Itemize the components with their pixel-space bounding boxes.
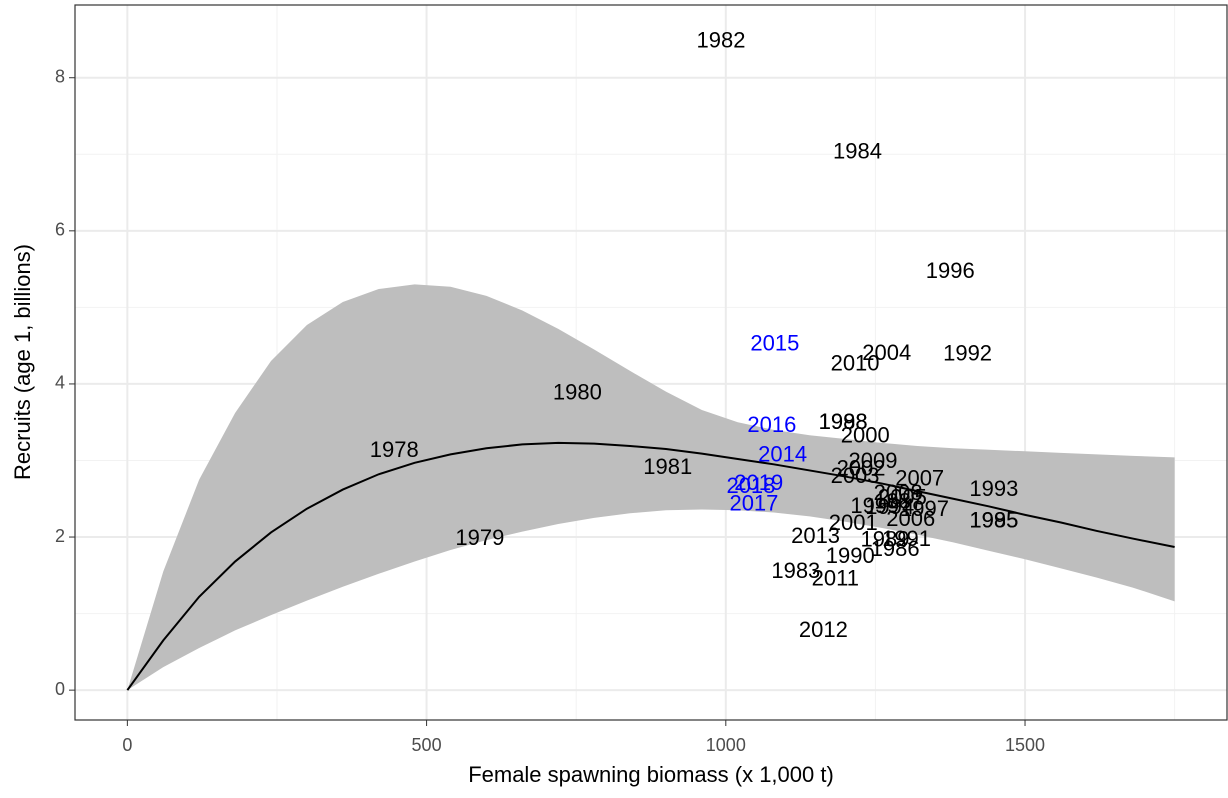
year-label: 1985 [969, 508, 1018, 533]
year-label: 2010 [831, 351, 880, 376]
year-label: 1997 [900, 496, 949, 521]
year-label: 2007 [895, 465, 944, 490]
year-label: 1993 [969, 476, 1018, 501]
confidence-band [127, 284, 1175, 691]
year-label: 2004 [862, 340, 911, 365]
x-tick-label: 0 [122, 735, 132, 755]
plot-border [74, 4, 1228, 721]
x-tick-label: 1500 [1005, 735, 1045, 755]
year-label: 1989 [861, 527, 910, 552]
year-label: 2014 [758, 442, 807, 467]
year-label: 2019 [734, 470, 783, 495]
year-label: 1991 [882, 526, 931, 551]
year-label: 1986 [871, 536, 920, 561]
x-tick-label: 500 [412, 735, 442, 755]
year-label: 1996 [926, 258, 975, 283]
y-tick-label: 2 [55, 526, 65, 546]
year-label: 1992 [943, 341, 992, 366]
year-label: 2012 [799, 617, 848, 642]
year-label: 2008 [874, 480, 923, 505]
y-tick-label: 4 [55, 373, 65, 393]
year-label: 2005 [878, 485, 927, 510]
year-label: 2002 [837, 455, 886, 480]
year-label: 1980 [553, 380, 602, 405]
year-label: 1990 [826, 543, 875, 568]
year-label: 1982 [697, 28, 746, 53]
year-label: 2006 [886, 506, 935, 531]
year-label: 2011 [812, 566, 859, 591]
year-label: 2013 [791, 523, 840, 548]
year-label: 2016 [747, 412, 796, 437]
x-axis-title: Female spawning biomass (x 1,000 t) [468, 762, 834, 787]
year-label: 1987 [874, 488, 923, 513]
year-label: 1984 [833, 139, 882, 164]
x-tick-label: 1000 [706, 735, 746, 755]
year-label: 2018 [726, 473, 775, 498]
year-label: 1983 [771, 558, 820, 583]
y-tick-label: 8 [55, 66, 65, 86]
year-label: 1998 [819, 409, 868, 434]
year-label: 1999 [850, 493, 899, 518]
year-label: 2001 [829, 510, 878, 535]
year-label: 1988 [819, 409, 868, 434]
fit-line [126, 441, 1175, 691]
y-tick-label: 0 [55, 679, 65, 699]
y-axis-title: Recruits (age 1, billions) [10, 244, 35, 480]
year-label: 2015 [750, 331, 799, 356]
year-label: 1995 [969, 508, 1018, 533]
year-label: 2017 [729, 491, 778, 516]
year-label: 1978 [370, 437, 419, 462]
year-label: 1994 [865, 494, 914, 519]
year-label: 1979 [455, 525, 504, 550]
y-tick-label: 6 [55, 220, 65, 240]
year-label: 1981 [643, 454, 692, 479]
year-label: 2003 [831, 463, 880, 488]
year-label: 2000 [841, 423, 890, 448]
year-label: 2009 [849, 448, 898, 473]
